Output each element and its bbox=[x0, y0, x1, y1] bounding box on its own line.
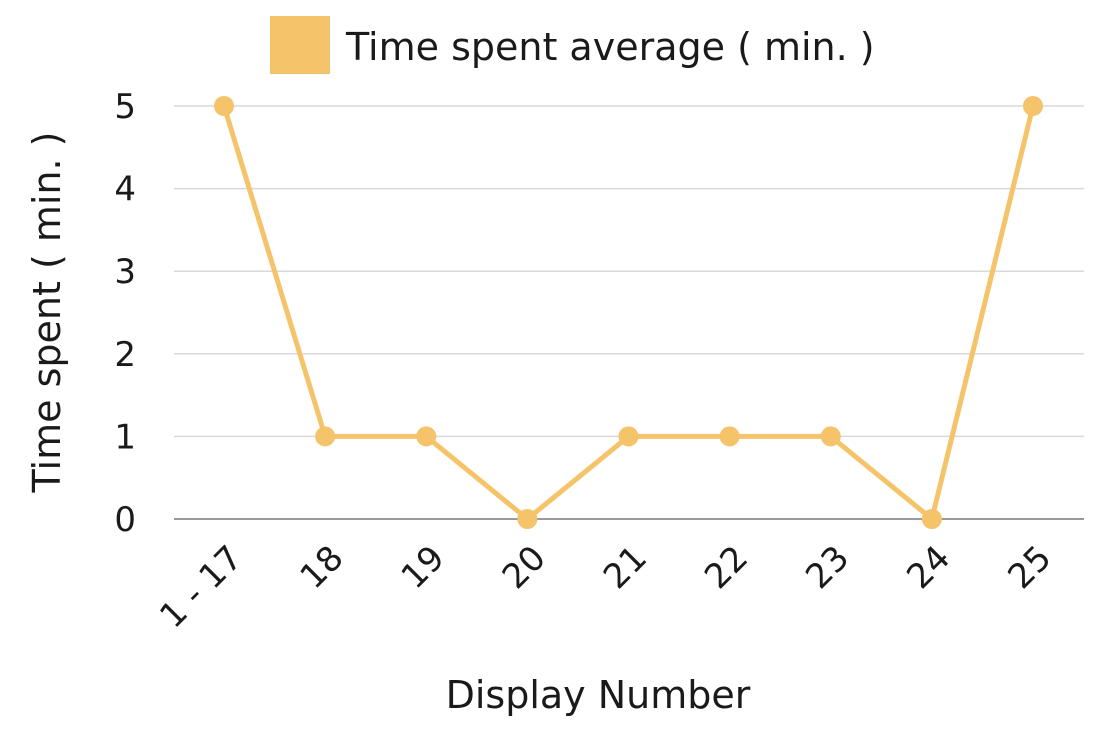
data-point bbox=[214, 96, 234, 116]
data-point bbox=[820, 426, 841, 447]
data-point bbox=[618, 426, 639, 447]
x-tick-label: 22 bbox=[697, 538, 756, 597]
y-tick-label: 3 bbox=[114, 252, 136, 292]
x-tick-label: 21 bbox=[596, 538, 655, 597]
series-line-layer bbox=[221, 105, 1036, 522]
data-point bbox=[719, 426, 740, 447]
legend: Time spent average ( min. ) bbox=[270, 16, 875, 74]
x-tick-label: 23 bbox=[798, 538, 857, 597]
data-point bbox=[517, 509, 538, 529]
x-axis-ticks: 1 - 17 18 19 20 21 22 23 24 25 bbox=[152, 538, 1059, 636]
series-line bbox=[221, 105, 1036, 522]
y-axis-title: Time spent ( min. ) bbox=[25, 132, 69, 494]
x-tick-label: 24 bbox=[899, 538, 958, 597]
x-tick-label: 19 bbox=[394, 538, 453, 597]
legend-label: Time spent average ( min. ) bbox=[345, 25, 875, 69]
x-axis-title: Display Number bbox=[446, 673, 751, 717]
series-points-layer bbox=[214, 96, 1043, 529]
x-tick-label: 1 - 17 bbox=[152, 538, 250, 636]
data-point bbox=[416, 426, 437, 447]
y-axis-ticks: 0 1 2 3 4 5 bbox=[114, 87, 136, 540]
data-point bbox=[921, 509, 942, 529]
y-tick-label: 0 bbox=[114, 500, 136, 540]
y-tick-label: 2 bbox=[114, 335, 136, 375]
y-tick-label: 4 bbox=[114, 170, 136, 210]
x-tick-label: 18 bbox=[293, 538, 352, 597]
x-tick-label: 20 bbox=[495, 538, 554, 597]
data-point bbox=[1023, 96, 1043, 116]
y-tick-label: 5 bbox=[114, 87, 136, 127]
y-tick-label: 1 bbox=[114, 417, 136, 457]
legend-swatch bbox=[270, 16, 330, 74]
data-point bbox=[315, 426, 336, 447]
x-tick-label: 25 bbox=[1000, 538, 1059, 597]
